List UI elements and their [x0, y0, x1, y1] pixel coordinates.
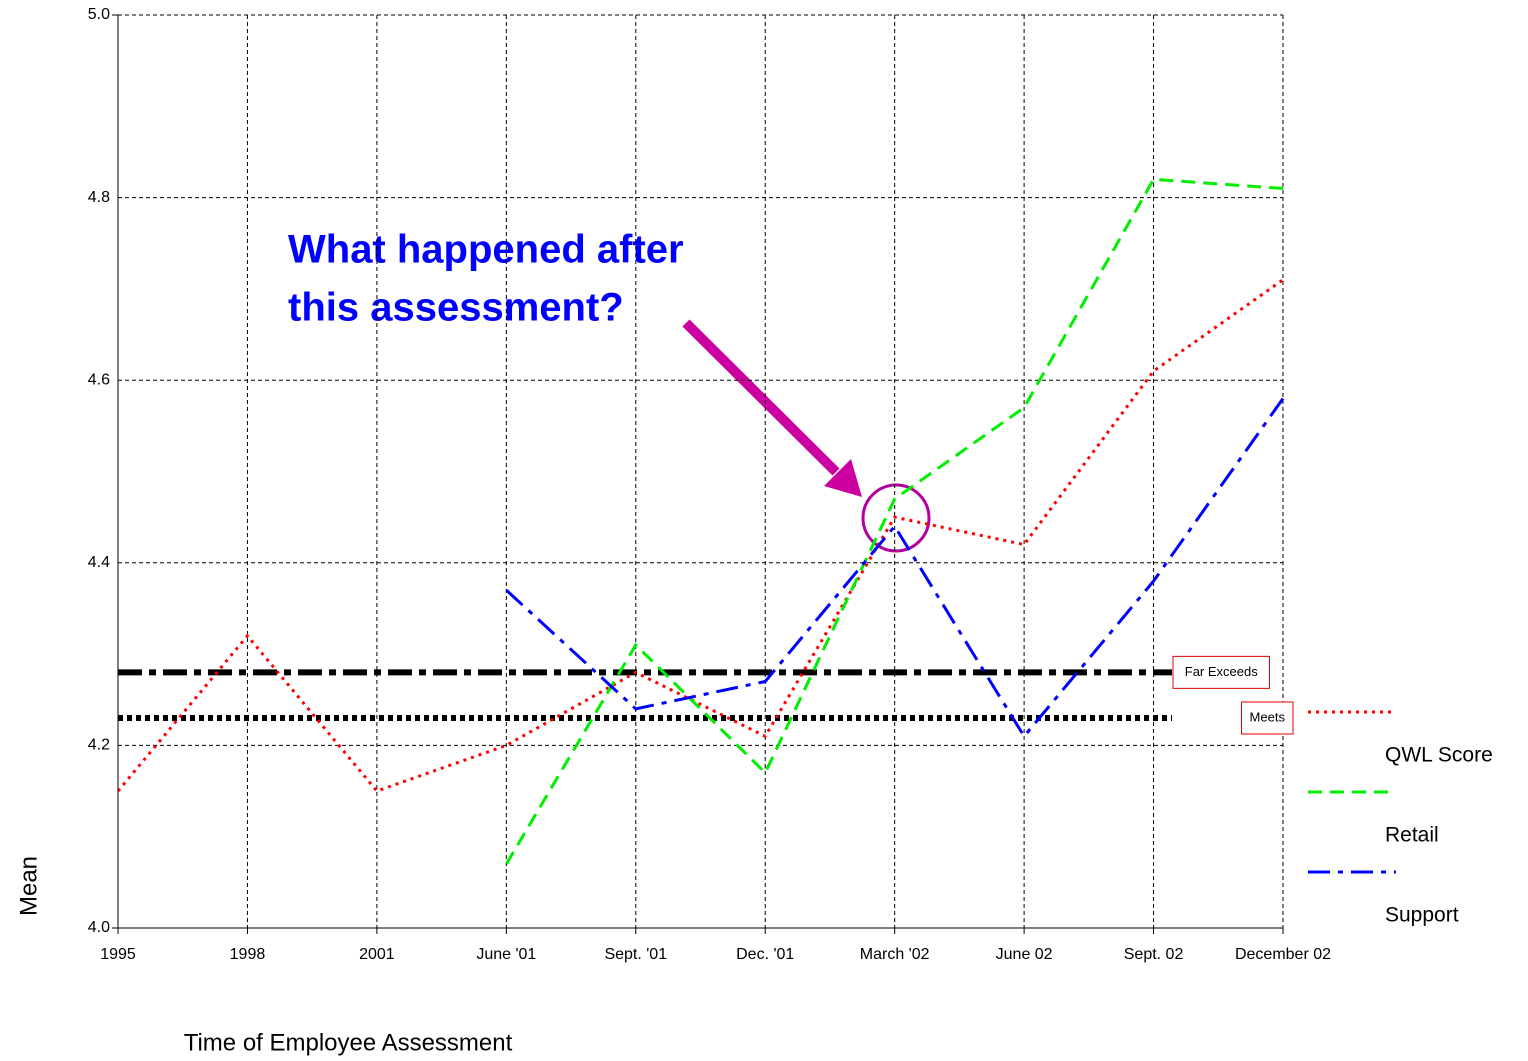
- legend-label: QWL Score: [1385, 744, 1493, 767]
- arrow: [682, 319, 840, 476]
- y-tick-label: 4.2: [88, 737, 110, 754]
- reference-label-box: [1241, 701, 1294, 735]
- arrow-head: [824, 459, 862, 497]
- annotation: What happened after: [288, 228, 684, 272]
- y-tick-label: 4.0: [88, 919, 110, 936]
- series-line: [505, 397, 1285, 739]
- x-tick-label: June 02: [996, 946, 1053, 963]
- x-tick-label: March '02: [860, 946, 930, 963]
- y-tick-label: 5.0: [88, 6, 110, 23]
- reference-label: Far Exceeds: [1185, 664, 1258, 679]
- annotation: this assessment?: [288, 286, 624, 330]
- x-axis-title: Time of Employee Assessment: [184, 1029, 513, 1056]
- reference-label: Meets: [1250, 709, 1286, 724]
- legend-label: Support: [1385, 904, 1459, 927]
- x-tick-label: June '01: [476, 946, 536, 963]
- x-tick-label: Sept. 02: [1124, 946, 1184, 963]
- y-tick-label: 4.8: [88, 189, 110, 206]
- x-tick-label: 2001: [359, 946, 395, 963]
- x-tick-label: 1998: [230, 946, 266, 963]
- y-tick-label: 4.4: [88, 554, 110, 571]
- series-line: [116, 278, 1284, 793]
- x-tick-label: Dec. '01: [736, 946, 794, 963]
- x-tick-label: December 02: [1235, 946, 1331, 963]
- series-line: [505, 177, 1284, 865]
- x-tick-label: 1995: [100, 946, 136, 963]
- x-tick-label: Sept. '01: [604, 946, 667, 963]
- reference-label-box: [1172, 655, 1270, 689]
- highlight-circle: [861, 483, 931, 553]
- y-axis-title: Mean: [15, 856, 42, 916]
- y-tick-label: 4.6: [88, 371, 110, 388]
- legend-label: Retail: [1385, 824, 1439, 847]
